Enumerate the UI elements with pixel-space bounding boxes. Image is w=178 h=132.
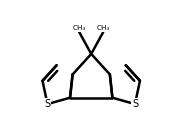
Text: S: S bbox=[44, 99, 51, 109]
Text: S: S bbox=[132, 99, 138, 109]
Text: CH₃: CH₃ bbox=[96, 25, 110, 31]
Text: CH₃: CH₃ bbox=[73, 25, 86, 31]
